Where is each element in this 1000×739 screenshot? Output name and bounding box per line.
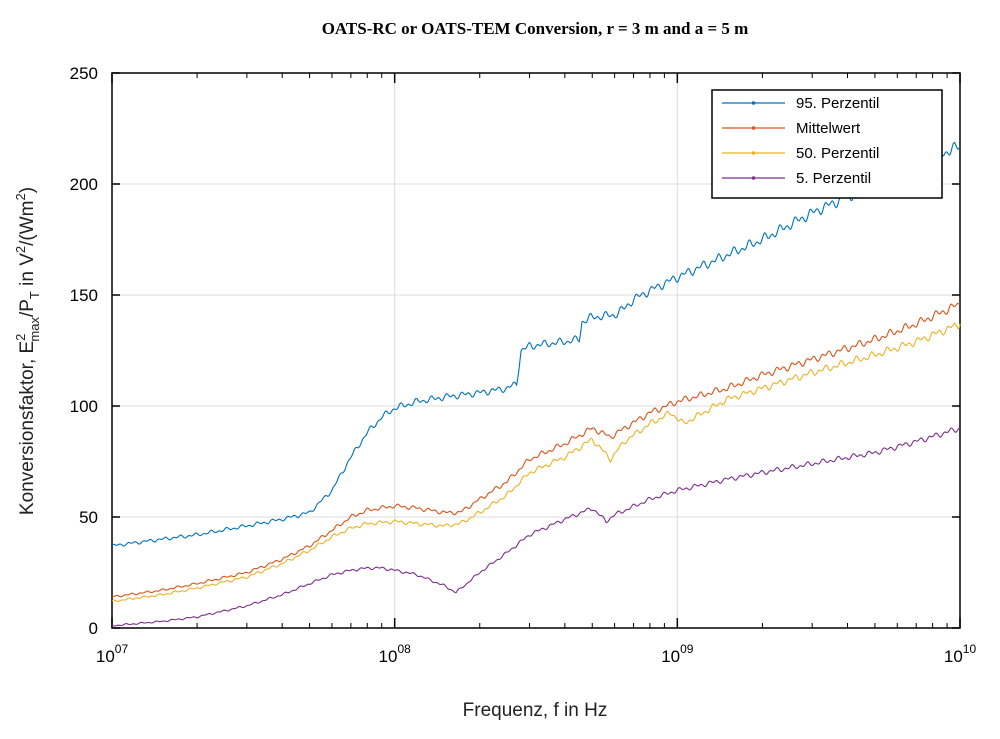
- legend-marker: [751, 101, 756, 105]
- y-label-sub1: max: [27, 317, 42, 342]
- y-tick-label: 100: [70, 397, 98, 416]
- x-tick-exp: 09: [680, 642, 694, 656]
- x-tick-labels: 1007 1008 1009 1010: [96, 642, 977, 666]
- legend-box: [711, 89, 943, 199]
- x-tick-exp: 07: [115, 642, 129, 656]
- legend-entry: 50. Perzentil: [722, 145, 879, 162]
- y-label-sup1: 2: [13, 334, 28, 341]
- y-tick-label: 200: [70, 175, 98, 194]
- chart-title: OATS-RC or OATS-TEM Conversion, r = 3 m …: [322, 19, 749, 38]
- legend-entry: 95. Perzentil: [722, 95, 879, 112]
- series-line-2: [111, 322, 961, 603]
- x-tick-label: 1008: [379, 642, 412, 666]
- legend-marker: [751, 126, 756, 130]
- x-tick-label: 1010: [944, 642, 977, 666]
- y-tick-label: 250: [70, 64, 98, 83]
- legend-label: 50. Perzentil: [796, 145, 879, 162]
- series-group: [111, 141, 961, 627]
- y-label-sup3: 2: [13, 193, 28, 200]
- plot-frame: [111, 72, 961, 629]
- x-tick-exp: 10: [963, 642, 977, 656]
- legend-label: 95. Perzentil: [796, 95, 879, 112]
- x-tick-label: 1009: [661, 642, 694, 666]
- series-line-3: [111, 427, 961, 627]
- y-label-sub2: T: [27, 291, 42, 299]
- y-axis-label: Konversionsfaktor, E2max/PT in V2/(Wm2): [13, 187, 42, 515]
- y-tick-label: 150: [70, 286, 98, 305]
- legend-marker: [751, 176, 756, 180]
- legend-entry: 5. Perzentil: [722, 170, 871, 187]
- x-tick-base: 10: [944, 647, 963, 666]
- series-line-0: [111, 141, 961, 547]
- x-tick-base: 10: [379, 647, 398, 666]
- legend-label: Mittelwert: [796, 120, 861, 137]
- x-tick-base: 10: [661, 647, 680, 666]
- x-axis-label: Frequenz, f in Hz: [463, 700, 608, 721]
- series-line-1: [112, 302, 961, 598]
- x-tick-exp: 08: [397, 642, 411, 656]
- y-label-prefix: Konversionsfaktor, E: [17, 341, 38, 515]
- legend-label: 5. Perzentil: [796, 170, 871, 187]
- legend-marker: [751, 151, 756, 155]
- y-tick-label: 50: [79, 508, 98, 527]
- axis-ticks: [111, 72, 961, 629]
- y-label-mid: /P: [17, 299, 38, 317]
- y-tick-label: 0: [89, 619, 98, 638]
- legend: 95. Perzentil Mittelwert 50. Perzentil 5. P…: [711, 89, 943, 199]
- y-label-mid3: /(Wm: [17, 200, 38, 245]
- y-label-sup2: 2: [13, 246, 28, 253]
- y-label-mid2: in V: [17, 253, 38, 291]
- y-label-suffix: ): [17, 187, 38, 193]
- x-tick-label: 1007: [96, 642, 129, 666]
- y-tick-labels: 0 50 100 150 200 250: [70, 64, 98, 638]
- legend-entry: Mittelwert: [722, 120, 861, 137]
- x-tick-base: 10: [96, 647, 115, 666]
